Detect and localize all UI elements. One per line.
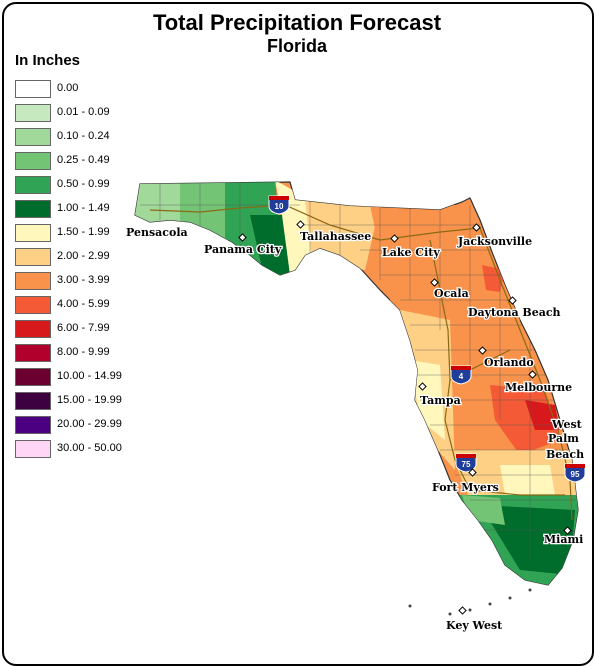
legend-label: 0.00 <box>57 82 79 94</box>
legend-swatch <box>15 320 51 338</box>
precip-zone-lake-okeechobee <box>500 465 555 495</box>
legend-label: 8.00 - 9.99 <box>57 346 110 358</box>
interstate-shield-label: 4 <box>459 372 464 381</box>
city-label-tallahassee: Tallahassee <box>300 230 371 243</box>
precip-zone-northeast <box>370 205 520 380</box>
florida-map: 10 4 75 95 Pensacola Panama City Tallaha… <box>125 181 586 633</box>
interstate-shield-label: 10 <box>275 202 284 211</box>
city-markers <box>238 220 572 615</box>
city-label-fort-myers: Fort Myers <box>432 481 499 494</box>
legend-label: 0.50 - 0.99 <box>57 178 110 190</box>
legend-label: 4.00 - 5.99 <box>57 298 110 310</box>
city-label-palm: Palm <box>548 432 579 445</box>
legend-swatch <box>15 104 51 122</box>
precip-zone-space-coast <box>490 385 560 455</box>
precip-zone-naples <box>462 495 505 525</box>
map-title: Total Precipitation Forecast <box>152 10 442 35</box>
county-lines <box>140 182 578 560</box>
city-label-panama-city: Panama City <box>204 243 282 256</box>
legend-swatch <box>15 200 51 218</box>
legend-label: 0.25 - 0.49 <box>57 154 110 166</box>
legend-swatch <box>15 152 51 170</box>
legend-label: 10.00 - 14.99 <box>57 370 122 382</box>
interstate-shield: 95 <box>564 463 586 483</box>
city-label-orlando: Orlando <box>484 356 534 369</box>
interstate-shield: 75 <box>455 453 477 473</box>
interstate-shield-label: 95 <box>571 470 580 479</box>
legend-swatch <box>15 80 51 98</box>
legend-label: 1.00 - 1.49 <box>57 202 110 214</box>
legend-swatch <box>15 296 51 314</box>
legend-swatch <box>15 128 51 146</box>
legend-label: 0.10 - 0.24 <box>57 130 110 142</box>
legend-swatch <box>15 416 51 434</box>
legend-swatch <box>15 392 51 410</box>
city-label-lake-city: Lake City <box>382 246 440 259</box>
legend-swatch <box>15 248 51 266</box>
legend-swatch <box>15 368 51 386</box>
precip-zone-west-panhandle <box>135 182 185 225</box>
legend-label: 30.00 - 50.00 <box>57 442 122 454</box>
interstate-shield: 10 <box>268 195 290 215</box>
interstate-shield: 4 <box>450 365 472 385</box>
city-label-daytona-beach: Daytona Beach <box>468 306 561 319</box>
legend-units: In Inches <box>15 52 81 69</box>
legend-swatch <box>15 440 51 458</box>
city-label-pensacola: Pensacola <box>126 226 188 239</box>
legend-label: 2.00 - 2.99 <box>57 250 110 262</box>
legend-label: 15.00 - 19.99 <box>57 394 122 406</box>
legend-swatch <box>15 176 51 194</box>
legend-swatch <box>15 272 51 290</box>
legend-label: 6.00 - 7.99 <box>57 322 110 334</box>
legend-label: 3.00 - 3.99 <box>57 274 110 286</box>
legend-swatch <box>15 224 51 242</box>
city-label-jacksonville: Jacksonville <box>457 235 532 248</box>
city-label-beach: Beach <box>546 448 584 461</box>
city-label-melbourne: Melbourne <box>505 381 572 394</box>
precip-zone-apalachicola <box>250 215 290 278</box>
city-label-miami: Miami <box>544 533 583 546</box>
florida-keys <box>408 588 532 616</box>
legend-label: 1.50 - 1.99 <box>57 226 110 238</box>
legend-swatch <box>15 344 51 362</box>
precip-zone-jacksonville-heavy <box>482 265 505 292</box>
city-label-ocala: Ocala <box>434 287 469 300</box>
legend-label: 20.00 - 29.99 <box>57 418 122 430</box>
interstate-shield-label: 75 <box>462 460 471 469</box>
map-subtitle: Florida <box>266 36 327 56</box>
city-label-key-west: Key West <box>446 619 503 632</box>
city-label-west: West <box>551 418 583 431</box>
city-label-tampa: Tampa <box>420 394 461 407</box>
legend-label: 0.01 - 0.09 <box>57 106 110 118</box>
precip-zone-palm-beach <box>525 400 560 430</box>
